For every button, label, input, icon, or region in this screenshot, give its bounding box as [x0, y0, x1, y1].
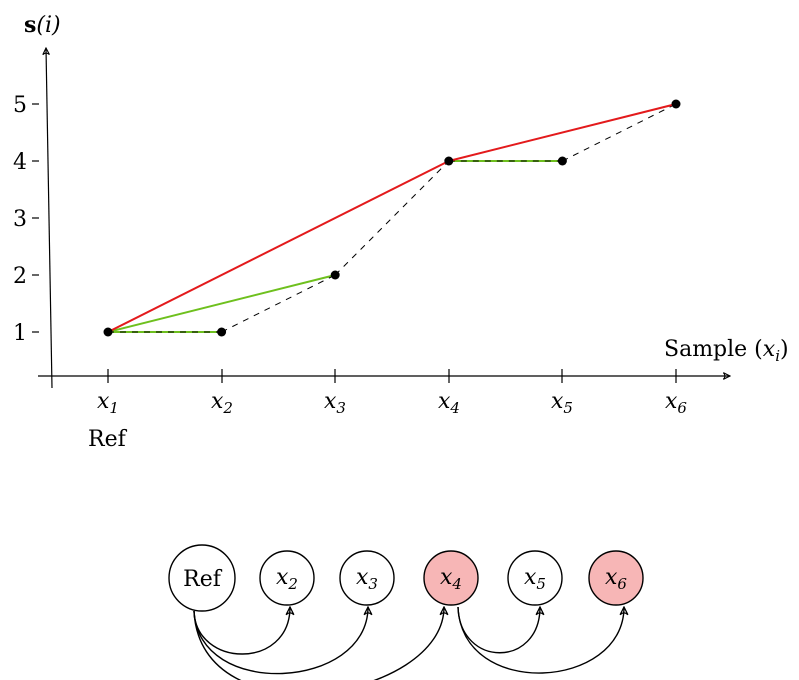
y-axis-label-main: s [24, 12, 36, 38]
node-ref: Ref [168, 544, 236, 612]
y-tick-5: 5 [13, 93, 39, 118]
y-axis-label-arg: (i) [36, 13, 60, 38]
graph-edges [193, 607, 624, 680]
y-tick-label: 5 [13, 93, 27, 118]
y-tick-1: 1 [13, 321, 39, 346]
node-label: Ref [183, 567, 223, 592]
red-segment [107, 160, 450, 333]
red-segment [448, 103, 677, 162]
x-ticks: x1 x2 x3 x4 x5 x6 [97, 369, 687, 417]
y-tick-label: 2 [13, 264, 27, 289]
node-label: x5 [524, 565, 546, 593]
node-circle [507, 550, 563, 606]
x-tick-label: x6 [665, 389, 687, 417]
node-circle [168, 544, 236, 612]
x-tick-label: x3 [324, 389, 346, 417]
node-circle [259, 550, 315, 606]
data-point [217, 327, 227, 337]
edge-ref-to-x4 [193, 607, 444, 680]
green-segment [107, 274, 336, 333]
node-circle [423, 550, 479, 606]
data-point [444, 156, 454, 166]
x-tick-3: x3 [324, 369, 346, 417]
node-x3: x3 [339, 550, 395, 606]
node-label: x3 [356, 565, 378, 593]
data-point [671, 99, 681, 109]
x-tick-label: x5 [551, 389, 573, 417]
y-tick-2: 2 [13, 264, 39, 289]
data-point [557, 156, 567, 166]
x-tick-label: x1 [97, 389, 119, 417]
y-axis-label: s(i) [24, 12, 61, 38]
node-x4: x4 [423, 550, 479, 606]
x-axis-label: Sample (xi) [664, 337, 789, 365]
y-tick-3: 3 [13, 207, 39, 232]
x-axis-label-var: x [763, 337, 776, 362]
plot-marks [103, 99, 681, 337]
x-axis-label-sub: i [775, 347, 780, 365]
edge-ref-to-x3 [193, 607, 368, 675]
node-circle [339, 550, 395, 606]
dashed-segment [334, 160, 450, 276]
x-tick-6: x6 [665, 369, 687, 417]
node-x6: x6 [588, 550, 644, 606]
y-tick-label: 4 [13, 150, 27, 175]
node-label: x4 [440, 565, 462, 593]
x-tick-label: x2 [211, 389, 233, 417]
y-ticks: 1 2 3 4 5 [13, 93, 39, 346]
y-tick-label: 3 [13, 207, 27, 232]
x-tick-1: x1 [97, 369, 119, 417]
y-axis [46, 48, 53, 389]
node-x5: x5 [507, 550, 563, 606]
x-axis-label-main: Sample ( [664, 337, 763, 362]
edge-x4-to-x6 [457, 607, 624, 674]
data-point [103, 327, 113, 337]
data-point [330, 270, 340, 280]
x-tick-5: x5 [551, 369, 573, 417]
y-tick-label: 1 [13, 321, 27, 346]
x-axis-label-close: ) [780, 337, 789, 362]
x-tick-4: x4 [438, 369, 460, 417]
x-tick-2: x2 [211, 369, 233, 417]
graph-nodes: Ref x2 x3 x4 x5 x6 [168, 544, 644, 612]
edge-ref-to-x2 [193, 607, 290, 655]
dashed-segment [221, 274, 336, 333]
node-label: x2 [276, 565, 298, 593]
node-circle [588, 550, 644, 606]
node-x2: x2 [259, 550, 315, 606]
x-tick-label: x4 [438, 389, 460, 417]
ref-label: Ref [88, 427, 128, 452]
y-tick-4: 4 [13, 150, 39, 175]
dashed-segment [562, 103, 677, 162]
edge-x4-to-x5 [457, 607, 540, 654]
node-label: x6 [605, 565, 627, 593]
